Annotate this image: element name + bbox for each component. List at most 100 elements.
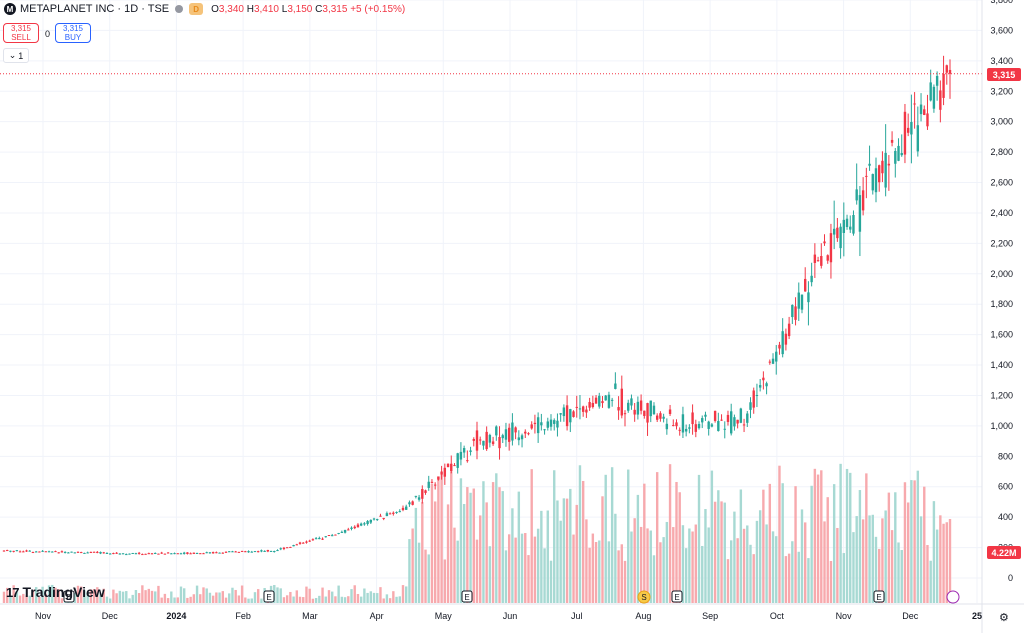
- volume-bar: [250, 598, 253, 603]
- volume-bar: [51, 584, 54, 603]
- volume-bar: [430, 483, 434, 603]
- volume-bar: [112, 589, 115, 603]
- volume-bar: [678, 492, 681, 603]
- candle-body: [668, 409, 672, 414]
- volume-bar: [215, 592, 218, 603]
- earnings-marker: [671, 590, 683, 603]
- candle-body: [253, 551, 257, 553]
- candle-body: [382, 517, 385, 519]
- candle-body: [318, 537, 321, 540]
- volume-bar: [282, 597, 286, 603]
- symbol-header: M METAPLANET INC · 1D · TSE D O3,340 H3,…: [4, 3, 405, 15]
- y-tick-label: 1,400: [990, 360, 1013, 370]
- volume-bar: [575, 504, 578, 603]
- volume-bar: [34, 587, 38, 603]
- candle-body: [868, 163, 871, 166]
- candle-body: [578, 408, 582, 410]
- candle-body: [617, 407, 620, 411]
- candle-body: [472, 439, 475, 441]
- volume-bar: [826, 497, 829, 603]
- volume-bar: [221, 591, 225, 603]
- volume-bar: [76, 585, 80, 603]
- delayed-data-badge[interactable]: D: [189, 3, 204, 15]
- volume-bar: [150, 590, 154, 603]
- volume-bar: [392, 591, 395, 603]
- collapse-indicators-button[interactable]: ⌄ 1: [3, 48, 29, 63]
- volume-bar: [775, 536, 778, 603]
- volume-bar: [108, 598, 112, 603]
- y-tick-label: 600: [998, 482, 1013, 492]
- candle-body: [314, 538, 318, 540]
- candle-body: [562, 407, 566, 417]
- company-logo[interactable]: M: [4, 3, 16, 15]
- volume-bar: [710, 470, 714, 603]
- candle-body: [540, 422, 543, 426]
- volume-bar: [498, 487, 501, 603]
- candle-body: [295, 544, 299, 546]
- candle-body: [392, 512, 395, 514]
- settings-gear-icon[interactable]: ⚙: [999, 612, 1009, 624]
- candle-body: [517, 437, 521, 441]
- sell-button[interactable]: 3,315 SELL: [3, 23, 39, 43]
- candle-body: [813, 254, 817, 263]
- volume-bar: [179, 586, 183, 603]
- volume-bar: [485, 502, 488, 603]
- volume-bar: [755, 520, 759, 603]
- volume-bar: [713, 501, 717, 603]
- volume-bar: [607, 541, 611, 603]
- candle-body: [57, 552, 60, 554]
- candle-body: [697, 423, 701, 429]
- candle-body: [395, 511, 398, 513]
- market-status-icon[interactable]: [175, 5, 184, 13]
- candle-body: [935, 75, 939, 86]
- volume-bar: [247, 598, 250, 603]
- candle-body: [433, 484, 437, 486]
- volume-bar: [324, 596, 327, 603]
- x-tick-label: Dec: [102, 611, 119, 621]
- volume-bar: [636, 494, 640, 603]
- candle-body: [913, 103, 916, 105]
- volume-bar: [594, 542, 598, 603]
- candle-body: [18, 551, 22, 553]
- tradingview-logo[interactable]: 17 TradingView: [6, 584, 105, 600]
- volume-bar: [729, 540, 733, 603]
- candle-body: [450, 463, 453, 472]
- volume-bar: [475, 539, 479, 603]
- candle-body: [54, 551, 57, 553]
- candle-body: [504, 429, 508, 440]
- symbol-title[interactable]: METAPLANET INC · 1D · TSE: [20, 3, 170, 15]
- candle-body: [308, 540, 311, 542]
- volume-bar: [845, 468, 849, 603]
- candle-body: [421, 488, 424, 499]
- volume-bar: [205, 588, 208, 603]
- candle-body: [453, 465, 456, 467]
- candle-body: [459, 451, 463, 460]
- candle-body: [752, 390, 755, 408]
- y-tick-label: 0: [1008, 573, 1013, 583]
- candle-body: [160, 552, 163, 554]
- last-price-label: 3,315: [987, 68, 1021, 81]
- candle-body: [76, 551, 80, 553]
- volume-bar: [643, 483, 646, 603]
- volume-bar: [829, 560, 833, 603]
- y-tick-label: 800: [998, 451, 1013, 461]
- volume-bar: [92, 588, 96, 603]
- candle-body: [881, 160, 884, 174]
- volume-bar: [211, 595, 215, 603]
- candle-body: [96, 551, 99, 553]
- candle-body: [2, 550, 6, 552]
- candle-body: [746, 413, 749, 423]
- volume-bar: [627, 469, 630, 603]
- candle-body: [292, 544, 295, 547]
- buy-button[interactable]: 3,315 BUY: [55, 23, 91, 43]
- spread-value: 0: [45, 29, 51, 39]
- candle-body: [250, 551, 253, 553]
- volume-bar: [340, 596, 344, 603]
- volume-bar: [900, 550, 903, 603]
- volume-bar: [279, 588, 282, 603]
- volume-bar: [234, 589, 237, 603]
- candle-body: [900, 153, 903, 156]
- volume-bar: [166, 598, 170, 603]
- x-tick-label: Dec: [902, 611, 919, 621]
